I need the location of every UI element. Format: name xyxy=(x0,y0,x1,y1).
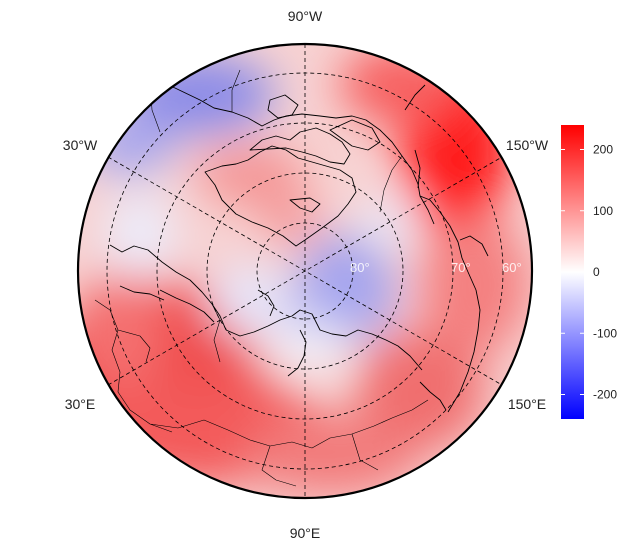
boundaries-eurasia xyxy=(94,299,429,487)
meridian-30e-150w xyxy=(107,156,503,386)
parallel-label-60: 60° xyxy=(502,260,522,275)
colorbar-gradient xyxy=(561,125,584,419)
eurasia-arctic-coast xyxy=(225,289,423,377)
colorbar-tick-label: -200 xyxy=(593,388,617,402)
meridian-labels: 90°W 30°W 150°W 30°E 150°E 90°E xyxy=(63,8,549,541)
meridian-label-30w: 30°W xyxy=(63,137,98,153)
meridian-label-150w: 150°W xyxy=(506,137,549,153)
meridian-label-150e: 150°E xyxy=(508,396,546,412)
asia-pacific-coast xyxy=(419,289,481,413)
colorbar-tick-label: 200 xyxy=(593,143,613,157)
greenland-coast xyxy=(204,145,357,247)
alaska-coast xyxy=(419,195,489,291)
north-america-coast xyxy=(149,77,435,225)
meridian-label-30e: 30°E xyxy=(65,396,96,412)
parallel-label-80: 80° xyxy=(350,260,370,275)
colorbar: 200 100 0 -100 -200 xyxy=(561,125,617,419)
meridian-label-90w: 90°W xyxy=(288,8,323,24)
parallel-labels: 80° 70° 60° xyxy=(350,260,522,275)
parallel-70 xyxy=(206,172,404,370)
map-border xyxy=(76,42,534,500)
anomaly-field xyxy=(78,44,532,498)
colorbar-tick-label: 0 xyxy=(593,265,600,279)
parallel-60 xyxy=(156,122,454,420)
meridian-label-90e: 90°E xyxy=(290,525,321,541)
parallel-80 xyxy=(256,222,354,320)
graticule xyxy=(106,44,504,498)
colorbar-ticks: 200 100 0 -100 -200 xyxy=(561,143,617,402)
colorbar-tick-label: -100 xyxy=(593,326,617,340)
parallel-label-70: 70° xyxy=(451,260,471,275)
colorbar-tick-label: 100 xyxy=(593,204,613,218)
coastlines xyxy=(94,69,489,487)
